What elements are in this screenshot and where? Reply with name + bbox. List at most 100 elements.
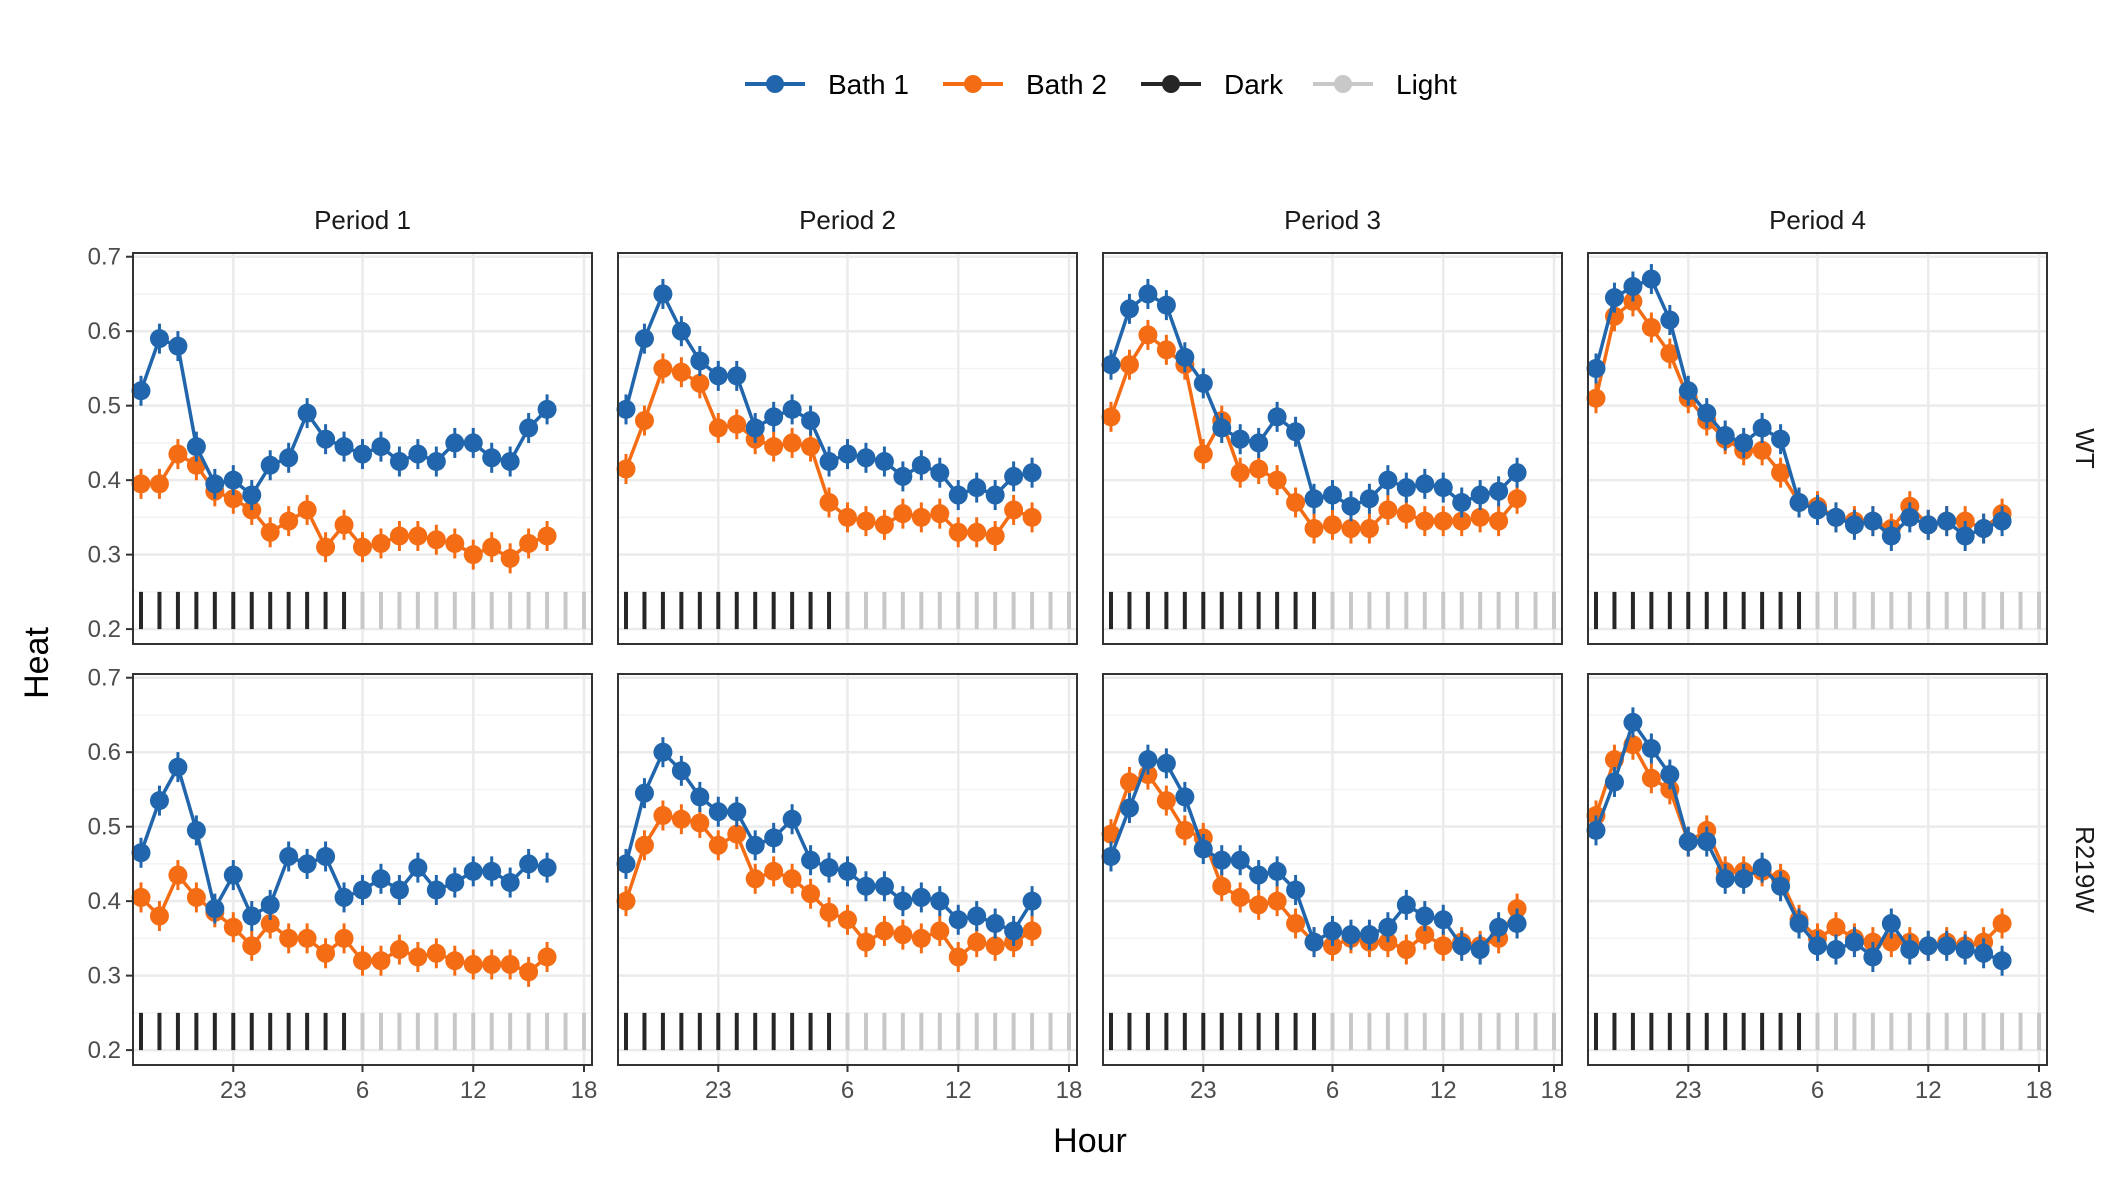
data-point <box>727 824 747 844</box>
data-point <box>149 329 169 349</box>
dark-light-bars <box>1594 591 2041 630</box>
data-point <box>1752 440 1772 460</box>
data-point <box>708 802 728 822</box>
data-point <box>690 373 710 393</box>
data-point <box>1396 895 1416 915</box>
data-point <box>426 452 446 472</box>
data-point <box>131 887 151 907</box>
data-point <box>1678 381 1698 401</box>
data-point <box>334 887 354 907</box>
data-point <box>930 891 950 911</box>
data-point <box>1230 850 1250 870</box>
data-point <box>1641 768 1661 788</box>
data-point <box>764 407 784 427</box>
data-point <box>856 876 876 896</box>
data-point <box>186 887 206 907</box>
data-point <box>764 437 784 457</box>
data-point <box>500 873 520 893</box>
data-point <box>893 466 913 486</box>
data-point <box>371 533 391 553</box>
panel-wt-period-3 <box>1101 252 1563 645</box>
x-tick-label: 6 <box>356 1077 369 1104</box>
data-point <box>1641 269 1661 289</box>
data-point <box>1323 515 1342 535</box>
data-point <box>782 433 802 453</box>
data-point <box>205 899 225 919</box>
data-point <box>1881 526 1901 546</box>
series-bath-2 <box>616 353 1042 552</box>
panel-grid-lines <box>1103 253 1562 644</box>
data-point <box>1808 936 1827 956</box>
data-point <box>1396 478 1416 498</box>
y-tick-label: 0.7 <box>88 244 121 271</box>
data-point <box>967 932 987 952</box>
data-point <box>168 865 188 885</box>
data-point <box>1752 858 1772 878</box>
x-tick-label: 12 <box>460 1077 487 1104</box>
data-point <box>1433 910 1453 930</box>
data-point <box>445 951 465 971</box>
data-point <box>801 850 821 870</box>
data-point <box>1918 936 1938 956</box>
data-point <box>1156 791 1176 811</box>
data-point <box>948 910 968 930</box>
data-point <box>948 522 968 542</box>
series-bath-1 <box>616 737 1042 946</box>
data-point <box>1604 288 1624 308</box>
data-point <box>463 433 483 453</box>
data-point <box>1193 444 1213 464</box>
data-point <box>985 526 1005 546</box>
x-tick-label: 23 <box>220 1077 247 1104</box>
data-point <box>856 932 876 952</box>
data-point <box>1323 485 1342 505</box>
data-point <box>801 437 821 457</box>
data-point <box>1156 753 1176 773</box>
data-point <box>764 861 784 881</box>
data-point <box>653 358 673 378</box>
data-point <box>1586 820 1606 840</box>
x-tick-label: 18 <box>1056 1077 1083 1104</box>
data-point <box>671 761 691 781</box>
data-point <box>1341 925 1361 945</box>
data-point <box>911 455 931 475</box>
data-point <box>1452 492 1472 512</box>
data-point <box>708 418 728 438</box>
data-point <box>186 455 206 475</box>
data-point <box>616 891 636 911</box>
data-point <box>782 869 802 889</box>
panel-wt-period-1 <box>131 252 593 645</box>
data-point <box>500 548 520 568</box>
data-point <box>1341 496 1361 516</box>
data-point <box>1341 519 1361 539</box>
data-point <box>1900 507 1920 527</box>
data-point <box>874 452 894 472</box>
y-tick-label: 0.2 <box>88 616 121 643</box>
data-point <box>616 459 636 479</box>
data-point <box>653 284 673 304</box>
y-axis-title: Heat <box>18 627 56 699</box>
data-point <box>389 880 409 900</box>
data-point <box>1004 466 1024 486</box>
data-point <box>1286 422 1306 442</box>
data-point <box>500 452 520 472</box>
data-point <box>408 947 428 967</box>
data-point <box>1697 403 1717 423</box>
data-point <box>297 854 317 874</box>
data-point <box>1212 850 1232 870</box>
data-point <box>1826 507 1846 527</box>
data-point <box>1396 504 1416 524</box>
data-point <box>1752 418 1772 438</box>
data-point <box>1396 940 1416 960</box>
data-point <box>316 943 336 963</box>
data-point <box>1359 519 1379 539</box>
data-point <box>948 485 968 505</box>
data-point <box>690 787 710 807</box>
data-point <box>1789 913 1809 933</box>
data-point <box>1156 340 1176 360</box>
data-point <box>1734 433 1754 453</box>
data-point <box>653 742 673 762</box>
data-point <box>426 943 446 963</box>
data-point <box>1918 515 1938 535</box>
data-point <box>856 448 876 468</box>
data-point <box>1022 507 1042 527</box>
